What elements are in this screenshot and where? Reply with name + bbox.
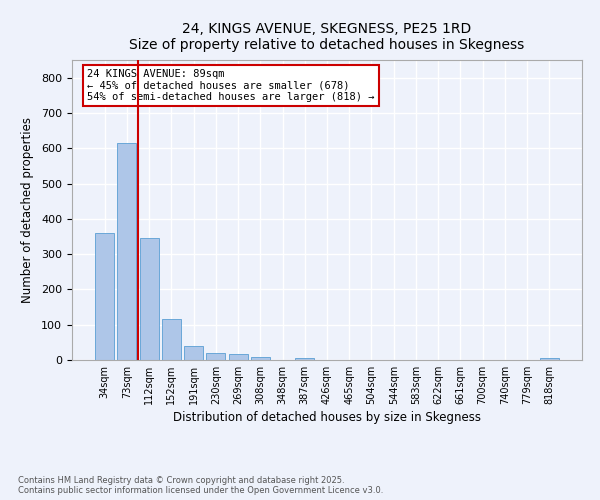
Y-axis label: Number of detached properties: Number of detached properties: [21, 117, 34, 303]
Bar: [229, 354, 248, 360]
Text: Contains HM Land Registry data © Crown copyright and database right 2025.
Contai: Contains HM Land Registry data © Crown c…: [18, 476, 383, 495]
Title: 24, KINGS AVENUE, SKEGNESS, PE25 1RD
Size of property relative to detached house: 24, KINGS AVENUE, SKEGNESS, PE25 1RD Siz…: [130, 22, 524, 52]
Bar: [140, 238, 158, 360]
Bar: [206, 353, 225, 360]
Bar: [295, 358, 314, 360]
Bar: [184, 346, 203, 360]
Text: 24 KINGS AVENUE: 89sqm
← 45% of detached houses are smaller (678)
54% of semi-de: 24 KINGS AVENUE: 89sqm ← 45% of detached…: [88, 69, 375, 102]
Bar: [162, 318, 181, 360]
Bar: [95, 233, 114, 360]
X-axis label: Distribution of detached houses by size in Skegness: Distribution of detached houses by size …: [173, 411, 481, 424]
Bar: [540, 358, 559, 360]
Bar: [251, 357, 270, 360]
Bar: [118, 143, 136, 360]
